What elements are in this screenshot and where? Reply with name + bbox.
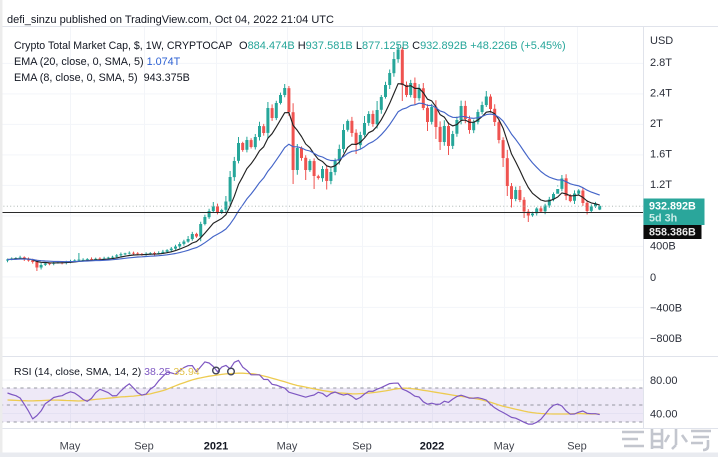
- svg-text:RSI (14, close, SMA, 14, 2) 38: RSI (14, close, SMA, 14, 2) 38.25 35.94: [14, 366, 200, 378]
- svg-text:80.00: 80.00: [650, 375, 678, 387]
- svg-text:Crypto Total Market Cap, $, 1W: Crypto Total Market Cap, $, 1W, CRYPTOCA…: [14, 40, 232, 52]
- svg-text:400B: 400B: [650, 240, 676, 252]
- svg-text:−400B: −400B: [650, 302, 682, 314]
- svg-text:Sep: Sep: [567, 441, 587, 453]
- svg-text:May: May: [277, 441, 298, 453]
- svg-text:1.2T: 1.2T: [650, 179, 672, 191]
- svg-text:2T: 2T: [650, 118, 663, 130]
- svg-text:0: 0: [650, 272, 656, 284]
- svg-text:932.892B: 932.892B: [649, 201, 696, 213]
- svg-text:40.00: 40.00: [650, 408, 678, 420]
- svg-text:Sep: Sep: [134, 441, 154, 453]
- svg-text:2.8T: 2.8T: [650, 57, 672, 69]
- svg-text:O884.474B H937.581B L877.125B: O884.474B H937.581B L877.125B C932.892B …: [239, 40, 566, 52]
- svg-text:−800B: −800B: [650, 333, 682, 345]
- svg-text:2021: 2021: [204, 441, 228, 453]
- svg-text:1.6T: 1.6T: [650, 148, 672, 160]
- svg-text:Sep: Sep: [352, 441, 372, 453]
- svg-text:2.4T: 2.4T: [650, 87, 672, 99]
- svg-text:May: May: [494, 441, 515, 453]
- svg-text:EMA (8, close, 0, SMA, 5) 943: EMA (8, close, 0, SMA, 5) 943.375B: [14, 72, 190, 84]
- svg-text:EMA (20, close, 0, SMA, 5) 1.0: EMA (20, close, 0, SMA, 5) 1.074T: [14, 56, 181, 68]
- svg-text:USD: USD: [650, 35, 673, 47]
- svg-text:2022: 2022: [420, 441, 444, 453]
- svg-text:5d 3h: 5d 3h: [649, 213, 677, 225]
- svg-text:defi_sinzu published on Tradin: defi_sinzu published on TradingView.com,…: [7, 14, 334, 26]
- svg-text:May: May: [60, 441, 81, 453]
- svg-text:858.386B: 858.386B: [649, 227, 696, 239]
